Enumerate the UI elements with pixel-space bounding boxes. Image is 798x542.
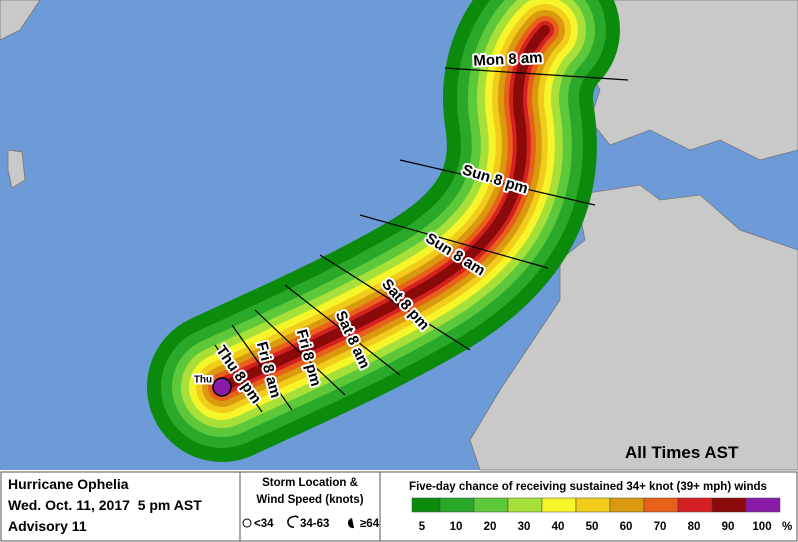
land-iberia-africa <box>469 184 798 471</box>
time-line <box>359 214 549 269</box>
sea-mediterranean <box>660 150 720 195</box>
scale-label: 20 <box>484 521 497 533</box>
time-label: Thu <box>194 375 212 386</box>
scale-swatch <box>643 497 679 513</box>
storm-center <box>212 377 232 397</box>
scale-swatch <box>745 497 781 513</box>
scale-label: 30 <box>518 521 531 533</box>
scale-label: 100 <box>752 521 771 533</box>
scale-swatch <box>609 497 645 513</box>
scale-swatch <box>575 497 611 513</box>
land-island <box>7 149 26 189</box>
scale-label: 50 <box>586 521 599 533</box>
time-line <box>319 254 471 351</box>
scale-swatch <box>507 497 543 513</box>
land-greenland <box>0 0 41 41</box>
time-lines <box>214 67 629 413</box>
scale-unit: % <box>782 521 792 533</box>
symbol-weak <box>242 518 252 528</box>
symbol-label: <34 <box>254 518 274 530</box>
symbol-hurricane <box>347 518 354 529</box>
advisory-date: Wed. Oct. 11, 2017 5 pm AST <box>8 497 202 513</box>
scale-title: Five-day chance of receiving sustained 3… <box>409 481 767 493</box>
scale-swatch <box>711 497 747 513</box>
scale-swatch <box>411 497 441 513</box>
advisory-number: Advisory 11 <box>8 518 87 534</box>
scale-label: 10 <box>450 521 463 533</box>
time-label: Mon 8 am <box>473 49 543 70</box>
time-line <box>254 309 346 396</box>
time-line <box>231 324 293 411</box>
scale-swatch <box>677 497 713 513</box>
time-line <box>399 159 596 206</box>
swath-band <box>217 25 550 392</box>
time-note: All Times AST <box>625 443 739 462</box>
symbol-storm <box>287 515 299 528</box>
scale-label: 90 <box>722 521 735 533</box>
scale-swatch <box>541 497 577 513</box>
scale-label: 5 <box>419 521 426 533</box>
symbol-label: ≥64 <box>360 518 380 530</box>
storm-name: Hurricane Ophelia <box>8 476 129 492</box>
scale-label: 60 <box>620 521 633 533</box>
color-scale: 5 10 20 30 40 50 60 70 80 90 100% <box>411 497 792 533</box>
time-line <box>444 67 629 81</box>
scale-swatch <box>439 497 475 513</box>
scale-label: 70 <box>654 521 667 533</box>
scale-label: 80 <box>688 521 701 533</box>
probability-swath <box>147 0 620 462</box>
symbol-title: Storm Location & <box>262 477 358 489</box>
scale-label: 40 <box>552 521 565 533</box>
scale-swatch <box>473 497 509 513</box>
symbol-title: Wind Speed (knots) <box>256 494 363 506</box>
time-line <box>284 284 401 376</box>
time-line <box>214 344 263 413</box>
symbol-label: 34-63 <box>300 518 329 530</box>
